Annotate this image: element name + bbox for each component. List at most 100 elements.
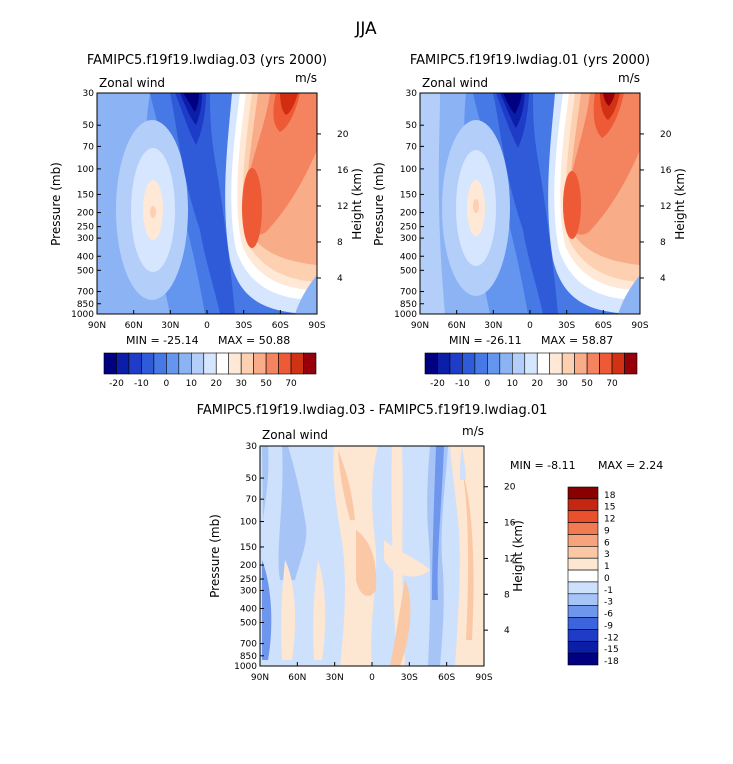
right-tick-label: 4 [660,274,666,284]
x-tick-label: 90N [251,673,269,683]
colorbar-swatch [178,352,192,375]
x-tick-label: 30N [484,321,502,331]
colorbar-label: 0 [163,379,169,389]
colorbar-label: 30 [235,379,247,389]
y-tick-label: 30 [406,89,418,99]
y-tick-label: 500 [400,266,417,276]
y-tick-label: 500 [77,266,94,276]
colorbar-swatch [462,352,476,375]
colorbar-label: 0 [484,379,490,389]
panel-3-max: MAX = 2.24 [598,459,663,472]
panel-3-min: MIN = -8.11 [510,459,576,472]
colorbar-label: 18 [604,491,616,501]
colorbar-swatch [265,352,279,375]
panel-2-right-ticks: 20 16 12 8 4 [640,130,672,284]
colorbar-label: 50 [260,379,272,389]
colorbar-label: 15 [604,503,615,513]
colorbar-label: -1 [604,586,613,596]
colorbar-swatch [437,352,451,375]
x-tick-label: 60N [125,321,143,331]
x-tick-label: 90S [631,321,648,331]
x-tick-label: 30S [558,321,575,331]
y-tick-label: 200 [400,209,417,219]
y-tick-label: 70 [246,495,258,505]
x-tick-label: 60N [288,673,306,683]
y-tick-label: 1000 [394,310,417,320]
colorbar-swatch [567,546,599,559]
y-tick-label: 200 [77,209,94,219]
x-tick-label: 90N [411,321,429,331]
colorbar-label: 20 [532,379,544,389]
x-tick-label: 90S [308,321,325,331]
colorbar-swatch [290,352,304,375]
colorbar-swatch [474,352,488,375]
colorbar-label: 20 [211,379,223,389]
x-tick-label: 30N [161,321,179,331]
panel-3-ylabel: Pressure (mb) [208,514,222,598]
colorbar-swatch [215,352,230,375]
y-tick-label: 850 [240,652,257,662]
colorbar-label: -18 [604,657,619,667]
panel-1-units: m/s [295,71,317,85]
colorbar-label: 9 [604,526,610,536]
colorbar-swatch [567,534,599,547]
y-tick-label: 30 [246,442,258,452]
x-tick-label: 60N [448,321,466,331]
y-tick-label: 1000 [71,310,94,320]
right-tick-label: 12 [337,202,348,212]
y-tick-label: 700 [400,288,417,298]
colorbar-swatch [499,352,513,375]
x-tick-label: 60S [595,321,612,331]
panel-2-contours [420,93,640,314]
colorbar-swatch [166,352,180,375]
colorbar-swatch [567,498,599,512]
colorbar-label: -15 [604,645,619,655]
panel-1: FAMIPC5.f19f19.lwdiag.03 (yrs 2000) Zona… [49,53,364,389]
panel-3-ylabel-right: Height (km) [511,520,525,591]
y-tick-label: 700 [240,640,257,650]
panel-2-x-ticks: 90N 60N 30N 0 30S 60S 90S [411,310,649,331]
panel-3-units: m/s [462,424,484,438]
colorbar-swatch [424,352,438,375]
y-tick-label: 850 [400,300,417,310]
colorbar-swatch [511,352,526,375]
y-tick-label: 100 [77,165,94,175]
y-tick-label: 700 [77,288,94,298]
colorbar-swatch [303,352,317,375]
colorbar-swatch [624,352,638,375]
y-tick-label: 50 [406,121,418,131]
panel-2-ylabel: Pressure (mb) [372,162,386,246]
right-tick-label: 4 [337,274,343,284]
colorbar-label: -12 [604,633,619,643]
right-tick-label: 20 [337,130,349,140]
right-tick-label: 4 [504,626,510,636]
colorbar-label: 6 [604,538,610,548]
colorbar-swatch [128,352,142,375]
y-tick-label: 70 [83,142,95,152]
panel-2-ylabel-right: Height (km) [673,168,687,239]
colorbar-label: -6 [604,610,613,620]
colorbar-swatch [549,352,563,375]
x-tick-label: 30S [235,321,252,331]
y-tick-label: 50 [246,474,258,484]
colorbar-swatch [103,352,117,375]
y-tick-label: 300 [400,234,417,244]
colorbar-swatch [574,352,588,375]
right-tick-label: 8 [660,238,666,248]
panel-2-variable: Zonal wind [422,76,488,90]
colorbar-label: -20 [430,379,445,389]
colorbar-swatch [203,352,217,375]
x-tick-label: 0 [527,321,533,331]
colorbar-swatch [240,352,254,375]
colorbar-swatch [190,352,205,375]
right-tick-label: 20 [504,483,516,493]
panel-3-colorbar: 18 15 129 6 3 1 0 -1 -3 -6-9 -12 -15 -18 [567,486,619,667]
colorbar-label: 70 [606,379,618,389]
y-tick-label: 300 [77,234,94,244]
x-tick-label: 90N [88,321,106,331]
y-tick-label: 100 [400,165,417,175]
colorbar-label: -20 [109,379,124,389]
